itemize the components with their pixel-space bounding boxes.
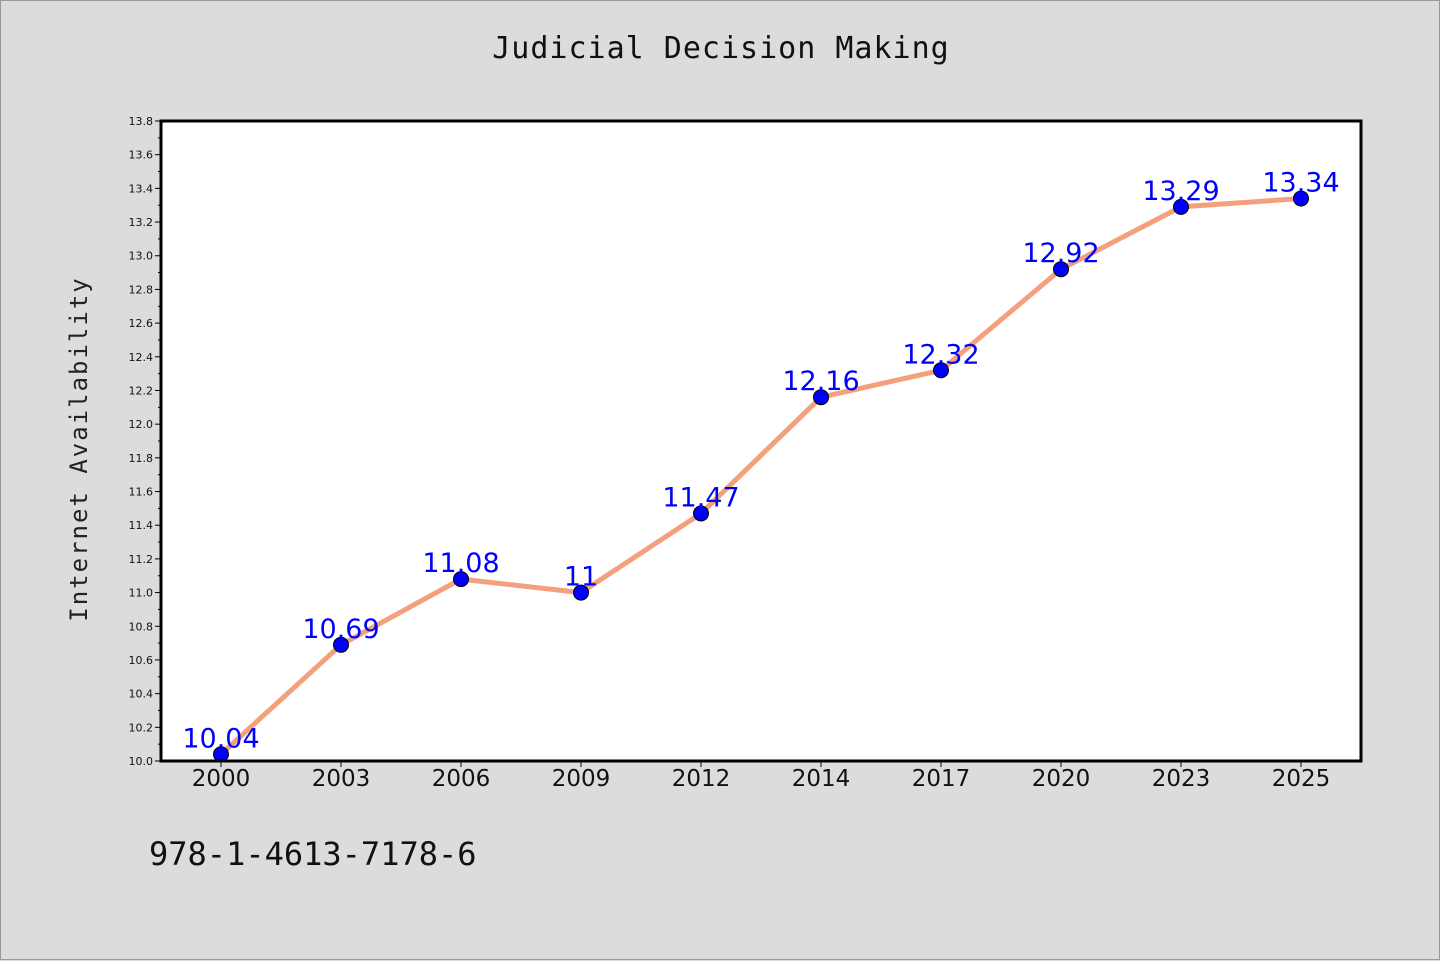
x-tick-label: 2006 xyxy=(432,766,491,792)
data-label: 11.47 xyxy=(662,482,739,513)
y-tick-label: 11.8 xyxy=(129,452,154,465)
data-point xyxy=(933,362,949,379)
isbn-text: 978-1-4613-7178-6 xyxy=(149,835,477,873)
data-point xyxy=(1173,198,1189,215)
chart-title: Judicial Decision Making xyxy=(492,31,950,66)
x-tick-label: 2023 xyxy=(1152,766,1211,792)
data-label: 11 xyxy=(564,562,598,593)
y-tick-label: 10.0 xyxy=(129,755,154,768)
data-label: 12.16 xyxy=(782,366,859,397)
y-tick-label: 13.2 xyxy=(129,216,154,229)
data-label: 11.08 xyxy=(422,548,499,579)
data-label: 12.32 xyxy=(902,339,979,370)
y-tick-label: 12.8 xyxy=(129,283,154,296)
x-tick-label: 2009 xyxy=(552,766,611,792)
plot-border xyxy=(159,119,1363,763)
y-tick-label: 11.4 xyxy=(129,519,154,532)
y-tick-label: 10.8 xyxy=(129,620,154,633)
y-tick-label: 13.6 xyxy=(129,149,154,162)
x-tick-label: 2020 xyxy=(1032,766,1091,792)
x-tick-label: 2025 xyxy=(1272,766,1331,792)
data-label: 13.29 xyxy=(1142,176,1219,207)
y-tick-label: 11.6 xyxy=(129,486,154,499)
data-label: 10.04 xyxy=(182,723,259,754)
y-tick-label: 11.2 xyxy=(129,553,154,566)
y-tick-label: 10.2 xyxy=(129,721,154,734)
y-tick-label: 10.6 xyxy=(129,654,154,667)
x-tick-label: 2003 xyxy=(312,766,371,792)
x-tick-label: 2012 xyxy=(672,766,731,792)
y-tick-label: 10.4 xyxy=(129,688,154,701)
data-point xyxy=(1293,190,1309,207)
data-label: 10.69 xyxy=(302,614,379,645)
y-tick-label: 13.4 xyxy=(129,182,154,195)
y-tick-label: 12.4 xyxy=(129,351,154,364)
y-tick-label: 11.0 xyxy=(129,587,154,600)
x-tick-label: 2017 xyxy=(912,766,971,792)
y-tick-label: 13.8 xyxy=(129,115,154,128)
data-label: 13.34 xyxy=(1262,167,1339,198)
y-tick-label: 13.0 xyxy=(129,250,154,263)
x-tick-label: 2000 xyxy=(192,766,251,792)
data-point xyxy=(333,636,349,653)
y-tick-label: 12.2 xyxy=(129,384,154,397)
data-point xyxy=(1053,261,1069,278)
data-point xyxy=(813,389,829,406)
data-point xyxy=(693,505,709,522)
data-point xyxy=(453,571,469,588)
y-tick-label: 12.0 xyxy=(129,418,154,431)
plot-area xyxy=(161,121,1361,761)
x-tick-label: 2014 xyxy=(792,766,851,792)
data-point xyxy=(573,584,589,601)
data-label: 12.92 xyxy=(1022,238,1099,269)
series-line xyxy=(218,195,1304,757)
y-tick-label: 12.6 xyxy=(129,317,154,330)
